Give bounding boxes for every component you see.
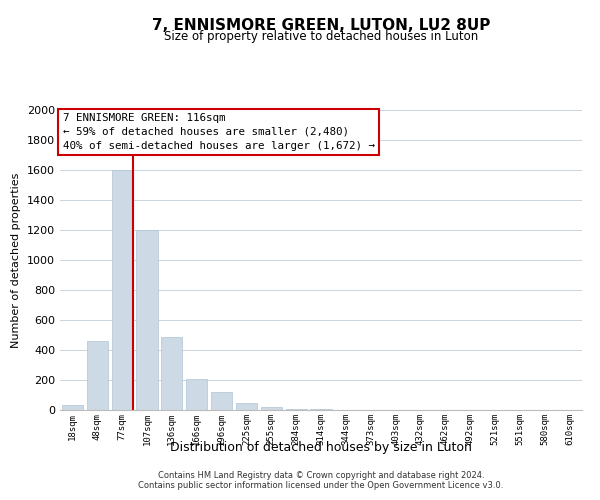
Text: 7 ENNISMORE GREEN: 116sqm
← 59% of detached houses are smaller (2,480)
40% of se: 7 ENNISMORE GREEN: 116sqm ← 59% of detac… <box>62 113 374 151</box>
Bar <box>211 392 232 410</box>
Bar <box>236 403 257 410</box>
Text: 7, ENNISMORE GREEN, LUTON, LU2 8UP: 7, ENNISMORE GREEN, LUTON, LU2 8UP <box>152 18 490 32</box>
Bar <box>87 341 108 410</box>
Text: Distribution of detached houses by size in Luton: Distribution of detached houses by size … <box>170 441 472 454</box>
Bar <box>261 407 282 410</box>
Bar <box>310 409 332 410</box>
Bar <box>161 336 182 410</box>
Text: Size of property relative to detached houses in Luton: Size of property relative to detached ho… <box>164 30 478 43</box>
Bar <box>62 405 83 410</box>
Bar <box>286 408 307 410</box>
Bar <box>112 170 133 410</box>
Text: Contains HM Land Registry data © Crown copyright and database right 2024.
Contai: Contains HM Land Registry data © Crown c… <box>139 470 503 490</box>
Bar <box>136 230 158 410</box>
Y-axis label: Number of detached properties: Number of detached properties <box>11 172 22 348</box>
Bar <box>186 378 207 410</box>
